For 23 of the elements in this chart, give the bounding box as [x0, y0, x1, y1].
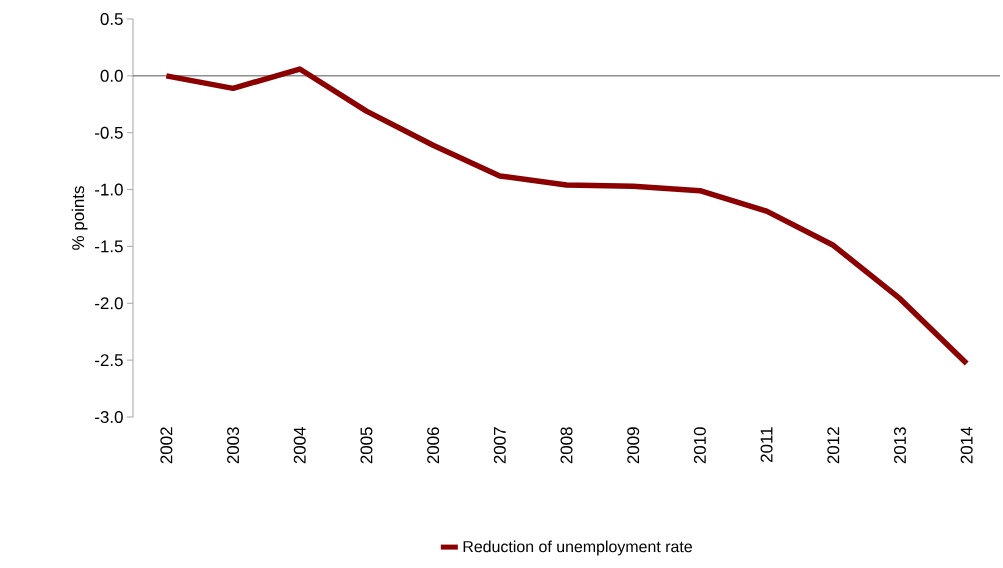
x-tick-label: 2010: [693, 427, 706, 464]
x-tick-label: 2005: [360, 427, 373, 464]
y-tick-label: -1.5: [95, 240, 123, 253]
y-tick-label: -1.0: [95, 183, 123, 196]
x-tick-label: 2008: [560, 427, 573, 464]
y-tick-label: -0.5: [95, 126, 123, 139]
y-tick-label: 0.5: [100, 12, 123, 25]
x-tick-label: 2002: [160, 427, 173, 464]
legend-label: Reduction of unemployment rate: [463, 540, 692, 556]
x-tick-label: 2013: [893, 427, 906, 464]
x-tick-label: 2014: [960, 427, 973, 464]
x-tick-label: 2003: [227, 427, 240, 464]
x-tick-label: 2004: [293, 427, 306, 464]
x-tick-label: 2007: [493, 427, 506, 464]
y-tick-label: -3.0: [95, 410, 123, 423]
x-tick-label: 2006: [427, 427, 440, 464]
x-tick-label: 2012: [827, 427, 840, 464]
x-tick-label: 2009: [627, 427, 640, 464]
y-tick-label: 0.0: [100, 69, 123, 82]
y-tick-label: -2.5: [95, 354, 123, 367]
x-tick-label: 2011: [760, 427, 773, 463]
y-axis-title: % points: [71, 186, 88, 250]
y-tick-label: -2.0: [95, 297, 123, 310]
